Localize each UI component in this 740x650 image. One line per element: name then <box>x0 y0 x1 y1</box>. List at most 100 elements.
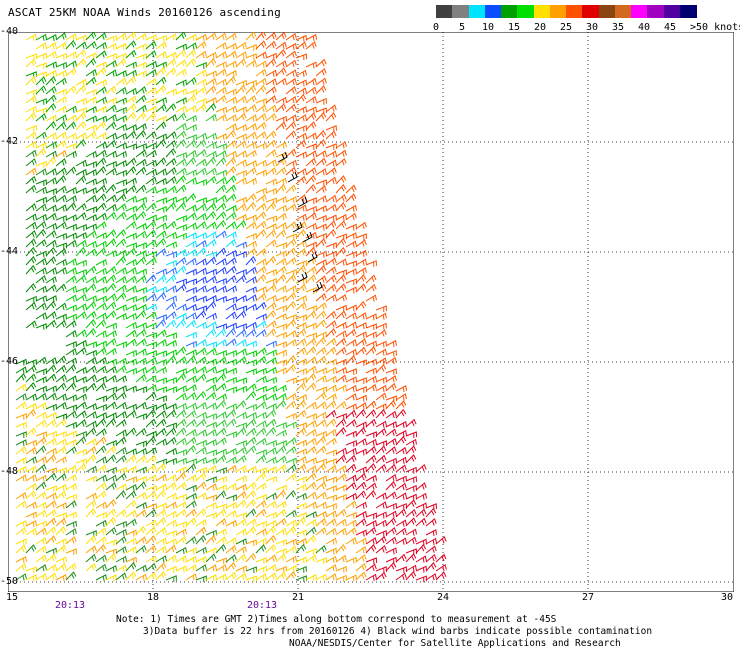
wind-barb <box>155 41 167 50</box>
wind-barb <box>295 229 307 239</box>
wind-barb <box>105 310 117 320</box>
wind-barb <box>185 392 197 401</box>
wind-barb <box>45 239 57 248</box>
wind-barb <box>15 474 27 482</box>
wind-barb <box>325 464 337 473</box>
wind-barb <box>145 68 157 77</box>
wind-barb <box>325 310 337 320</box>
wind-barb <box>115 267 127 275</box>
wind-barbs <box>15 32 447 583</box>
wind-barb <box>55 61 67 69</box>
wind-barb <box>245 53 257 60</box>
wind-barb <box>385 562 397 572</box>
wind-barb <box>225 265 237 275</box>
wind-barb <box>85 465 97 473</box>
wind-barb <box>355 322 368 330</box>
wind-barb <box>145 251 157 258</box>
wind-barb <box>15 544 27 554</box>
wind-barb <box>295 368 307 375</box>
wind-barb <box>125 490 137 500</box>
wind-barb <box>65 341 77 348</box>
wind-barb <box>285 130 297 140</box>
wind-barb <box>25 175 37 185</box>
wind-barb <box>175 418 187 428</box>
wind-barb <box>135 328 147 338</box>
wind-barb <box>135 475 147 483</box>
wind-barb <box>75 274 87 284</box>
wind-barb <box>225 204 237 212</box>
wind-barb <box>65 195 77 203</box>
wind-barb <box>355 377 367 385</box>
wind-barb <box>15 457 27 465</box>
wind-barb <box>35 131 47 140</box>
lat-lon-gridlines <box>8 32 734 592</box>
wind-barb <box>345 278 357 286</box>
wind-barb <box>135 94 147 104</box>
wind-barb <box>265 535 277 545</box>
wind-barb <box>375 420 387 428</box>
wind-barb <box>305 574 317 582</box>
wind-barb <box>175 196 188 204</box>
wind-barb <box>15 465 27 474</box>
wind-barb <box>75 329 87 338</box>
wind-barb <box>235 241 247 249</box>
wind-barb <box>55 526 67 536</box>
legend-swatch <box>614 5 632 18</box>
wind-barb <box>135 525 147 536</box>
wind-barb <box>125 220 137 230</box>
wind-barb <box>35 411 47 419</box>
wind-barb <box>25 131 37 140</box>
wind-barb <box>255 68 267 77</box>
wind-barb <box>325 375 337 383</box>
wind-barb <box>95 436 107 446</box>
wind-barb <box>85 328 97 338</box>
wind-barb <box>265 376 277 384</box>
wind-barb <box>285 377 297 385</box>
wind-barb <box>65 364 77 374</box>
wind-barb <box>85 240 97 248</box>
wind-barb <box>155 555 167 563</box>
wind-barb <box>325 220 337 230</box>
wind-barb <box>205 535 217 545</box>
wind-barb <box>205 167 217 176</box>
wind-barb <box>225 70 237 78</box>
wind-barb <box>215 106 227 114</box>
wind-barb <box>325 228 337 239</box>
wind-barb <box>105 418 117 428</box>
wind-barb <box>135 43 147 51</box>
wind-barb <box>285 233 297 241</box>
wind-barb <box>185 564 197 572</box>
wind-barb <box>215 285 227 293</box>
wind-barb <box>325 428 337 437</box>
wind-barb <box>195 167 207 176</box>
wind-barb <box>215 68 227 77</box>
wind-barb <box>175 346 187 356</box>
wind-barb <box>325 242 337 250</box>
wind-barb <box>185 248 197 257</box>
wind-barb <box>135 310 147 320</box>
wind-barb <box>295 439 307 447</box>
pass-time-label: 20:13 <box>54 600 86 611</box>
wind-barb <box>85 341 97 349</box>
wind-barb <box>165 482 177 491</box>
wind-barb <box>245 294 257 302</box>
wind-barb <box>295 132 307 140</box>
wind-barb <box>215 150 227 158</box>
wind-barb <box>175 457 187 465</box>
wind-barb <box>95 232 107 240</box>
wind-barb <box>355 267 367 275</box>
wind-barb <box>215 295 227 303</box>
legend-label: 45 <box>663 22 677 33</box>
wind-barb <box>135 158 147 167</box>
wind-barb <box>245 539 257 547</box>
wind-barb <box>305 77 317 86</box>
wind-barb <box>235 454 247 464</box>
wind-barb <box>35 402 47 410</box>
wind-barb <box>85 76 97 86</box>
legend-swatch <box>436 5 453 18</box>
contaminated-wind-barb <box>297 271 308 283</box>
wind-barb <box>145 202 157 212</box>
wind-barb <box>65 223 77 231</box>
wind-barb <box>135 502 147 510</box>
wind-barb <box>435 536 447 545</box>
